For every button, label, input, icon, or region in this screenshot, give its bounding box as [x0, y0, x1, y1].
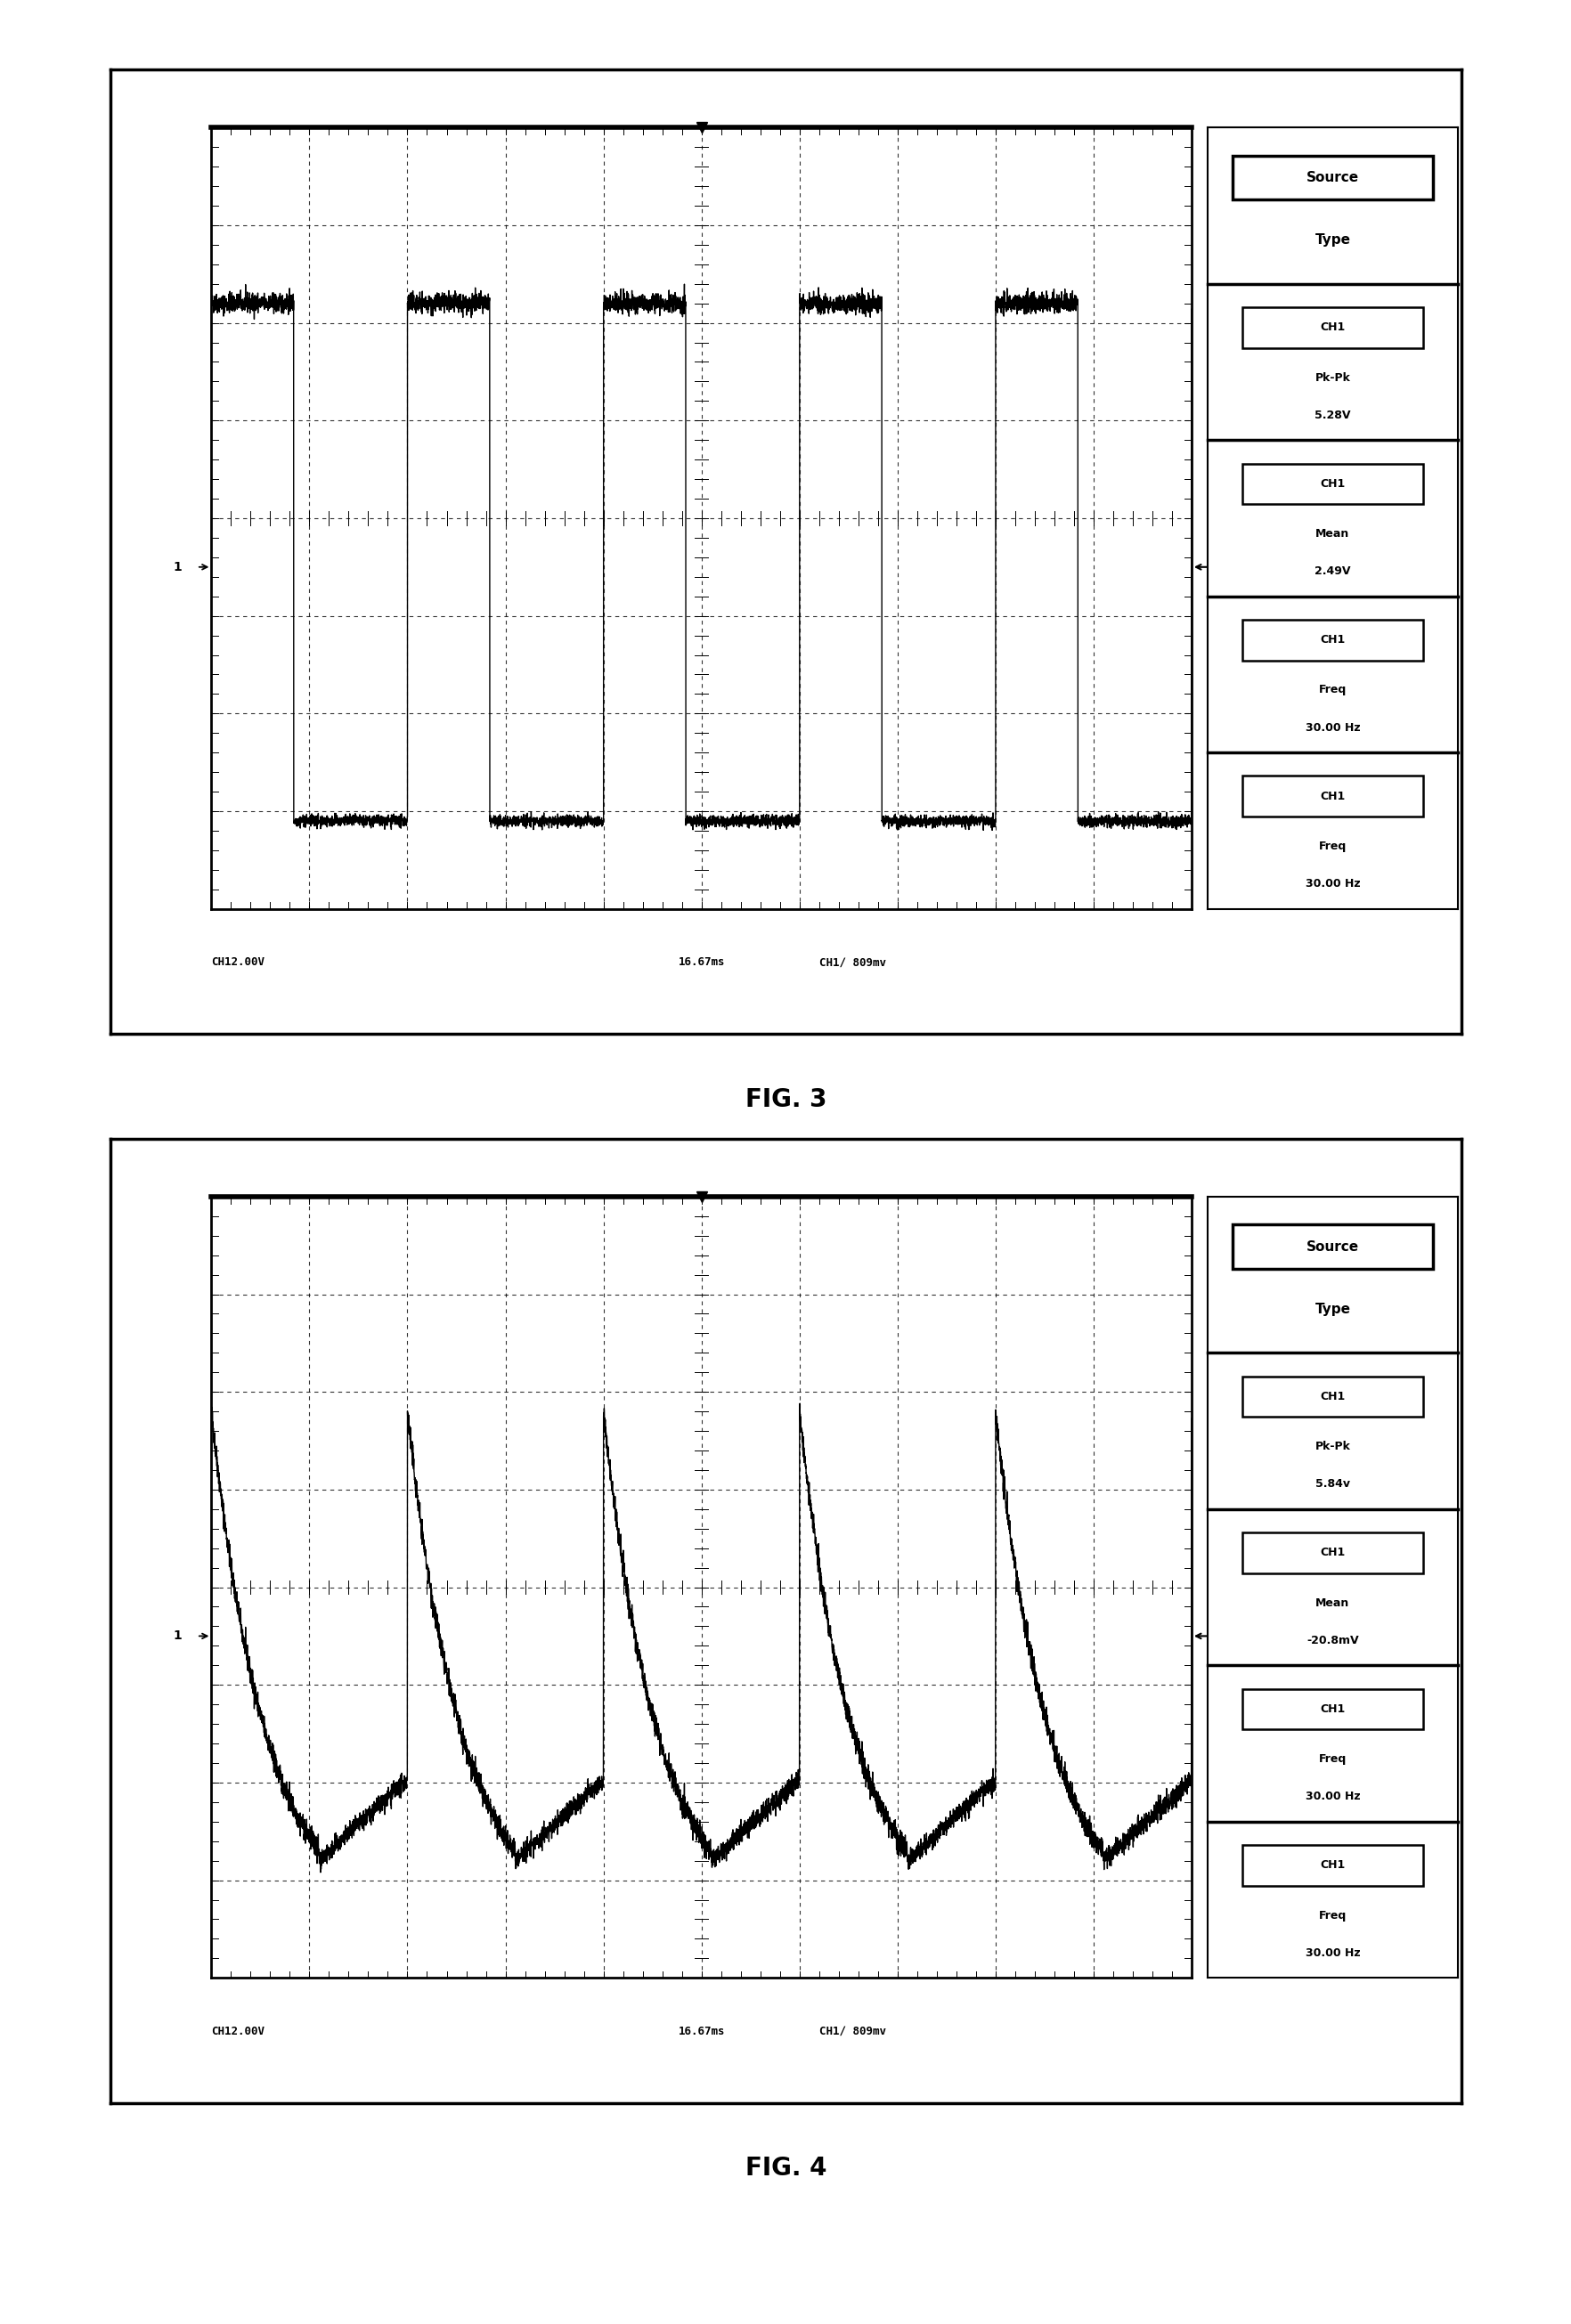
Text: Type: Type: [1315, 1301, 1349, 1315]
Text: CH1: CH1: [1320, 1548, 1345, 1559]
Text: CH1: CH1: [1320, 321, 1345, 332]
Text: FIG. 4: FIG. 4: [745, 2157, 826, 2180]
Text: Freq: Freq: [1318, 841, 1346, 853]
Text: CH1: CH1: [1320, 790, 1345, 802]
Bar: [1243, 307, 1422, 349]
Bar: [1243, 462, 1422, 504]
Text: 5.28V: 5.28V: [1313, 409, 1349, 421]
Text: CH1: CH1: [1320, 634, 1345, 646]
Bar: [1232, 156, 1433, 200]
Text: 16.67ms: 16.67ms: [677, 957, 724, 969]
Bar: [1243, 1690, 1422, 1729]
Text: CH1∕ 809mv: CH1∕ 809mv: [818, 2027, 886, 2038]
Text: 5.84v: 5.84v: [1315, 1478, 1349, 1490]
Text: Type: Type: [1315, 232, 1349, 246]
Text: 1: 1: [173, 1629, 181, 1643]
Text: 1: 1: [173, 560, 181, 574]
Text: 30.00 Hz: 30.00 Hz: [1304, 878, 1359, 890]
Bar: [1243, 1845, 1422, 1885]
Bar: [1232, 1225, 1433, 1269]
Text: CH12.00V: CH12.00V: [211, 957, 264, 969]
Text: Freq: Freq: [1318, 683, 1346, 695]
Text: Freq: Freq: [1318, 1910, 1346, 1922]
Text: Freq: Freq: [1318, 1752, 1346, 1764]
Text: -20.8mV: -20.8mV: [1306, 1634, 1357, 1645]
Text: CH1: CH1: [1320, 1390, 1345, 1401]
Text: CH1∕ 809mv: CH1∕ 809mv: [818, 957, 886, 969]
Bar: [1243, 776, 1422, 816]
Text: CH1: CH1: [1320, 1859, 1345, 1871]
Text: 16.67ms: 16.67ms: [677, 2027, 724, 2038]
Text: 30.00 Hz: 30.00 Hz: [1304, 723, 1359, 734]
Text: CH1: CH1: [1320, 479, 1345, 490]
Bar: [1243, 1532, 1422, 1573]
Text: CH12.00V: CH12.00V: [211, 2027, 264, 2038]
Text: 30.00 Hz: 30.00 Hz: [1304, 1792, 1359, 1803]
Text: Pk-Pk: Pk-Pk: [1315, 372, 1349, 383]
Text: Mean: Mean: [1315, 528, 1349, 539]
Text: Mean: Mean: [1315, 1597, 1349, 1608]
Text: Source: Source: [1306, 1241, 1359, 1253]
Text: Source: Source: [1306, 172, 1359, 184]
Text: FIG. 3: FIG. 3: [745, 1088, 826, 1111]
Text: 30.00 Hz: 30.00 Hz: [1304, 1948, 1359, 1959]
Bar: [1243, 1376, 1422, 1418]
Bar: [1243, 621, 1422, 660]
Text: Pk-Pk: Pk-Pk: [1315, 1441, 1349, 1452]
Text: CH1: CH1: [1320, 1703, 1345, 1715]
Text: 2.49V: 2.49V: [1313, 565, 1349, 576]
